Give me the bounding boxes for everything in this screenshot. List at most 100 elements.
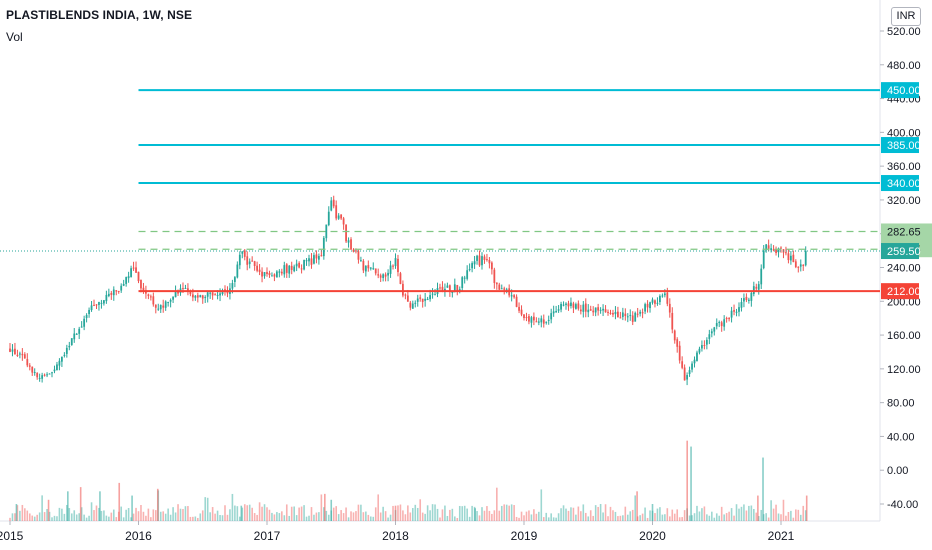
candle	[483, 254, 486, 264]
volume-bar	[16, 505, 19, 521]
volume-bar	[189, 516, 192, 521]
candle	[137, 271, 140, 284]
volume-bar	[152, 509, 155, 521]
candle	[461, 276, 464, 291]
candle	[416, 294, 419, 307]
volume-bar	[122, 517, 125, 521]
candle	[290, 261, 293, 275]
volume-bar	[678, 517, 681, 521]
candle	[760, 264, 763, 289]
volume-bar	[688, 515, 691, 521]
candle	[389, 260, 392, 278]
volume-bar	[644, 507, 646, 521]
volume-bar	[162, 511, 165, 521]
last-price-label: 259.50	[881, 243, 921, 260]
candle	[117, 290, 120, 294]
time-axis[interactable]: 2015 2016 2017 2018 2019 2020 2021	[0, 521, 795, 543]
candle	[103, 299, 105, 306]
candle	[691, 361, 693, 373]
volume-bar	[239, 516, 241, 521]
volume-bar	[21, 504, 24, 521]
volume-bar	[659, 507, 661, 521]
volume-bar	[9, 517, 11, 521]
volume-bar	[63, 513, 66, 521]
volume-bar	[617, 516, 619, 521]
candle	[233, 276, 236, 288]
candle	[607, 309, 609, 316]
volume-bar	[115, 517, 118, 521]
candle	[495, 282, 498, 290]
candle	[179, 284, 182, 296]
candle	[631, 311, 634, 326]
candle	[130, 265, 132, 278]
volume-bar	[565, 508, 567, 521]
candle	[258, 264, 261, 276]
volume-bar	[397, 505, 399, 521]
volume-bar	[145, 515, 147, 521]
time-tick-label: 2017	[254, 529, 281, 543]
volume-bar	[219, 515, 221, 521]
volume-bar	[263, 504, 266, 521]
candle	[125, 276, 128, 287]
candle	[105, 290, 108, 304]
volume-bar	[342, 513, 345, 521]
time-tick-label: 2016	[125, 529, 152, 543]
candle	[21, 348, 24, 361]
volume-bar	[209, 512, 211, 521]
horizontal-levels[interactable]	[0, 89, 880, 293]
candle	[552, 305, 555, 317]
candle	[93, 299, 95, 307]
volume-bar	[725, 513, 728, 521]
candle	[656, 297, 659, 306]
candle	[325, 224, 328, 242]
candle	[419, 294, 422, 302]
volume-bar	[580, 511, 582, 521]
volume-bar	[315, 512, 318, 521]
candle	[295, 259, 298, 272]
price-axis[interactable]: 520.00480.00440.00400.00360.00320.00280.…	[880, 26, 921, 511]
svg-text:385.00: 385.00	[887, 140, 921, 152]
volume-bar	[446, 515, 449, 521]
volume-spike	[805, 495, 808, 521]
svg-text:282.65: 282.65	[887, 226, 921, 238]
candle	[152, 292, 155, 307]
time-tick-label: 2021	[768, 529, 795, 543]
candle	[597, 303, 600, 316]
price-tick-label: 480.00	[887, 60, 921, 72]
candle	[147, 293, 150, 300]
volume-bar	[204, 497, 207, 521]
price-tick-label: 240.00	[887, 263, 921, 275]
volume-bar	[14, 513, 16, 521]
svg-text:212.00: 212.00	[887, 286, 921, 298]
candle	[402, 280, 404, 298]
volume-bar	[164, 513, 167, 521]
volume-bar	[654, 513, 656, 521]
candle	[718, 320, 721, 328]
candle	[36, 372, 39, 380]
volume-spike	[67, 491, 69, 521]
volume-bar	[748, 505, 750, 521]
volume-bar	[211, 507, 214, 521]
volume-bar	[441, 509, 444, 521]
candle	[201, 294, 204, 304]
volume-bar	[323, 507, 325, 521]
volume-bar	[777, 513, 780, 521]
volume-spike	[636, 491, 638, 521]
candle	[18, 351, 21, 359]
volume-bar	[614, 511, 617, 521]
candle	[107, 288, 110, 298]
candle	[95, 304, 98, 309]
candle	[75, 332, 78, 335]
candle	[53, 365, 56, 374]
candle	[303, 259, 305, 271]
volume-spike	[686, 440, 688, 521]
candle	[439, 283, 441, 291]
currency-button[interactable]: INR	[891, 7, 921, 26]
volume-indicator-label[interactable]: Vol	[6, 30, 23, 44]
candle	[577, 300, 580, 311]
volume-bar	[355, 511, 357, 521]
volume-bar	[231, 493, 234, 521]
volume-bar	[454, 516, 456, 521]
volume-bar	[530, 514, 533, 521]
